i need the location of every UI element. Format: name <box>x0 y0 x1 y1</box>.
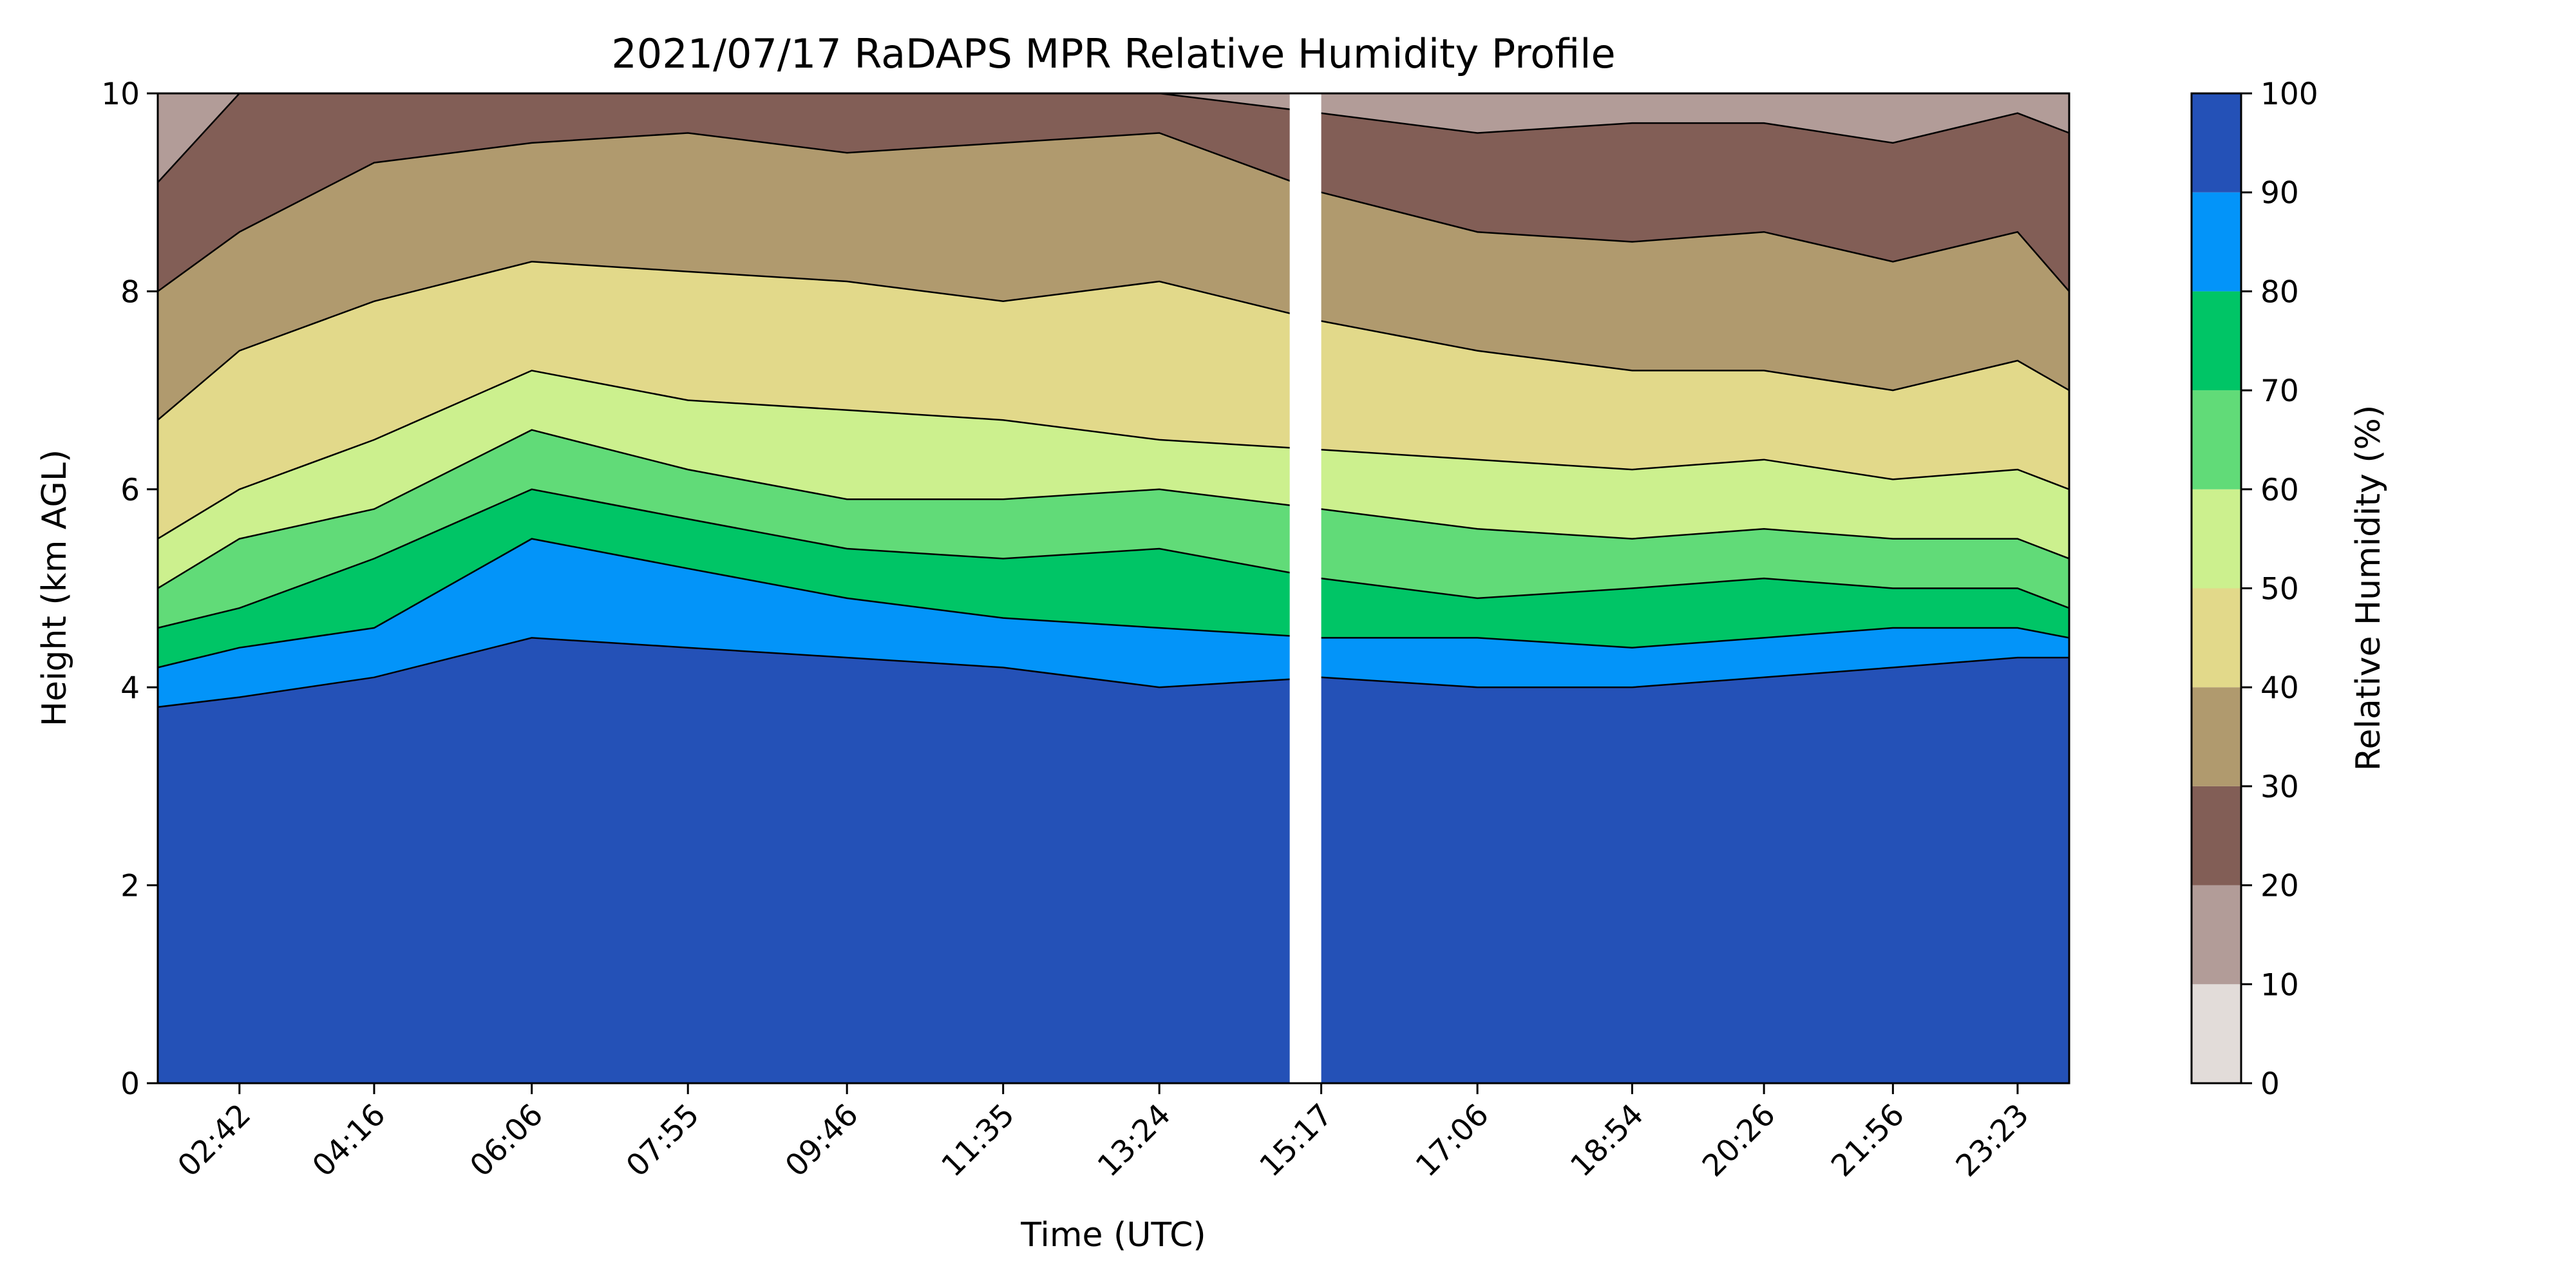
x-tick-label: 17:06 <box>1409 1097 1496 1184</box>
contour-rh_40 <box>158 261 2069 421</box>
humidity-bands <box>158 93 2069 1083</box>
x-tick-label: 06:06 <box>464 1097 551 1184</box>
contour-rh_80 <box>158 538 2069 668</box>
x-tick-label: 02:42 <box>171 1097 258 1184</box>
colorbar-tick-label: 60 <box>2260 473 2299 508</box>
colorbar-tick-label: 70 <box>2260 374 2299 409</box>
x-axis-title: Time (UTC) <box>1020 1216 1206 1255</box>
y-axis-title: Height (km AGL) <box>35 450 74 726</box>
y-tick-label: 4 <box>120 670 140 706</box>
colorbar-tick-label: 80 <box>2260 274 2299 310</box>
y-axis: 0 2 4 6 8 10 <box>101 77 158 1102</box>
colorbar-tick-label: 20 <box>2260 869 2299 904</box>
x-tick-label: 18:54 <box>1564 1097 1651 1184</box>
colorbar: 0 10 20 30 40 50 60 70 80 90 100 <box>2190 77 2318 1102</box>
y-tick-label: 10 <box>101 77 140 112</box>
x-tick-label: 23:23 <box>1949 1097 2036 1184</box>
colorbar-tick-label: 90 <box>2260 176 2299 211</box>
colorbar-swatch <box>2192 291 2241 391</box>
x-tick-label: 04:16 <box>306 1097 393 1184</box>
colorbar-tick-label: 100 <box>2260 77 2318 112</box>
data-gaps <box>1289 93 1321 1083</box>
x-tick-label: 09:46 <box>779 1097 866 1184</box>
y-tick-label: 8 <box>120 274 140 310</box>
colorbar-swatch <box>2192 588 2241 688</box>
chart-title: 2021/07/17 RaDAPS MPR Relative Humidity … <box>611 30 1615 77</box>
contour-rh_90 <box>158 637 2069 708</box>
band-rh-10-20 <box>158 93 2069 183</box>
contour-lines <box>158 93 2069 708</box>
colorbar-tick-label: 0 <box>2260 1066 2280 1102</box>
y-tick-label: 0 <box>120 1066 140 1102</box>
colorbar-swatch <box>2192 390 2241 489</box>
colorbar-title: Relative Humidity (%) <box>2349 405 2388 772</box>
colorbar-swatch <box>2192 489 2241 589</box>
contour-rh_60 <box>158 429 2069 589</box>
contour-rh_50 <box>158 370 2069 540</box>
contour-rh_30 <box>158 132 2069 292</box>
x-axis: 02:42 04:16 06:06 07:55 09:46 11:35 13:24 15:17… <box>171 1083 2036 1184</box>
colorbar-swatch <box>2192 786 2241 886</box>
colorbar-swatch <box>2192 93 2241 193</box>
x-tick-label: 15:17 <box>1253 1097 1340 1184</box>
x-tick-label: 11:35 <box>934 1097 1021 1184</box>
colorbar-swatch <box>2192 192 2241 292</box>
plot-area <box>158 93 2069 1083</box>
contour-rh_70 <box>158 488 2069 629</box>
x-tick-label: 21:56 <box>1824 1097 1911 1184</box>
x-tick-label: 13:24 <box>1091 1097 1178 1184</box>
colorbar-swatch <box>2192 984 2241 1083</box>
colorbar-swatch <box>2192 885 2241 985</box>
band-rh-20-30 <box>158 93 2069 292</box>
contour-rh_20 <box>158 93 2069 184</box>
data-gap <box>1289 93 1321 1083</box>
colorbar-tick-label: 30 <box>2260 770 2299 805</box>
x-tick-label: 07:55 <box>620 1097 706 1184</box>
plot-frame <box>156 92 2070 1084</box>
colorbar-tick-label: 10 <box>2260 967 2299 1003</box>
colorbar-tick-label: 40 <box>2260 670 2299 706</box>
colorbar-swatch <box>2192 687 2241 786</box>
y-tick-label: 6 <box>120 473 140 508</box>
colorbar-tick-label: 50 <box>2260 572 2299 607</box>
y-tick-label: 2 <box>120 869 140 904</box>
x-tick-label: 20:26 <box>1696 1097 1783 1184</box>
